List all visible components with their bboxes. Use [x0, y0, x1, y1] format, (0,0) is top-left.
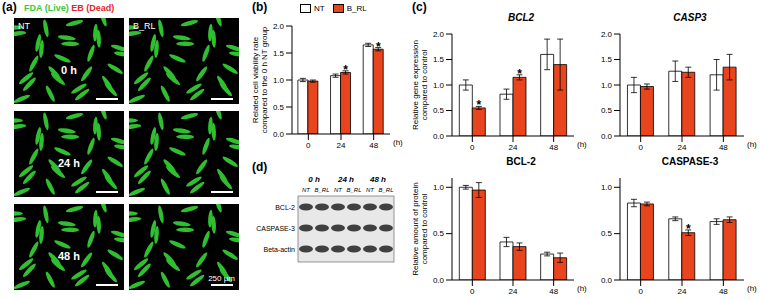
svg-text:0: 0 — [470, 143, 475, 152]
svg-text:24: 24 — [509, 287, 518, 296]
svg-text:48: 48 — [719, 287, 728, 296]
html-text:BCL2: BCL2 — [507, 12, 535, 23]
svg-text:0.5: 0.5 — [601, 229, 613, 238]
svg-text:0.5: 0.5 — [273, 103, 285, 112]
svg-text:*: * — [476, 98, 481, 112]
svg-text:0.5: 0.5 — [433, 229, 445, 238]
svg-text:1.0: 1.0 — [433, 81, 445, 90]
svg-text:0.0: 0.0 — [273, 130, 285, 139]
svg-text:0 h: 0 h — [61, 64, 77, 76]
svg-text:2.0: 2.0 — [433, 30, 445, 39]
svg-text:NT: NT — [18, 21, 30, 31]
svg-text:2.0: 2.0 — [601, 30, 613, 39]
svg-text:(h): (h) — [747, 140, 757, 149]
svg-text:0: 0 — [470, 287, 475, 296]
svg-text:1.5: 1.5 — [273, 49, 285, 58]
svg-text:0.0: 0.0 — [433, 276, 445, 285]
svg-text:1.0: 1.0 — [273, 76, 285, 85]
svg-text:B_RL: B_RL — [133, 21, 156, 31]
svg-text:0: 0 — [638, 287, 643, 296]
svg-text:0 h: 0 h — [308, 175, 320, 184]
svg-text:Related cell viability ratecom: Related cell viability ratecompared to t… — [251, 26, 269, 133]
svg-text:0.0: 0.0 — [601, 276, 613, 285]
svg-text:NT: NT — [334, 187, 343, 193]
svg-text:*: * — [517, 67, 522, 81]
html-text:(b): (b) — [252, 0, 268, 14]
html-text:CASP3: CASP3 — [673, 12, 707, 23]
html-text:NT: NT — [314, 4, 325, 13]
svg-text:(h): (h) — [393, 138, 403, 147]
html-text:CASPASE-3: CASPASE-3 — [661, 156, 719, 167]
svg-text:(h): (h) — [747, 284, 757, 293]
svg-text:B_RL: B_RL — [346, 187, 361, 193]
html-text:(d): (d) — [252, 160, 268, 174]
html-text:(a): (a) — [2, 0, 17, 14]
html-text:B_RL: B_RL — [346, 4, 367, 13]
svg-text:0.0: 0.0 — [433, 132, 445, 141]
svg-text:BCL-2: BCL-2 — [275, 204, 295, 211]
html-text:FDA (Live) EB (Dead): FDA (Live) EB (Dead) — [24, 3, 115, 13]
svg-text:*: * — [686, 222, 691, 236]
svg-text:24: 24 — [337, 141, 346, 150]
svg-text:0.5: 0.5 — [433, 106, 445, 115]
svg-text:Relative amount of proteincomp: Relative amount of proteincompared to co… — [411, 182, 429, 275]
svg-text:0.0: 0.0 — [601, 132, 613, 141]
svg-text:B_RL: B_RL — [378, 187, 393, 193]
svg-text:48 h: 48 h — [369, 175, 386, 184]
html-text:BCL-2: BCL-2 — [506, 156, 536, 167]
svg-text:*: * — [343, 63, 348, 77]
svg-text:1.5: 1.5 — [601, 55, 613, 64]
svg-text:NT: NT — [302, 187, 311, 193]
svg-text:1.0: 1.0 — [601, 81, 613, 90]
svg-text:24: 24 — [509, 143, 518, 152]
svg-text:2.0: 2.0 — [273, 22, 285, 31]
svg-text:250 µm: 250 µm — [208, 274, 235, 283]
svg-text:48: 48 — [549, 287, 558, 296]
svg-text:24: 24 — [678, 143, 687, 152]
svg-text:(h): (h) — [577, 284, 587, 293]
svg-text:1.5: 1.5 — [433, 55, 445, 64]
svg-text:Beta-actin: Beta-actin — [263, 246, 295, 253]
svg-text:48 h: 48 h — [58, 250, 80, 262]
svg-text:0: 0 — [306, 141, 311, 150]
svg-text:1.0: 1.0 — [433, 183, 445, 192]
svg-text:48: 48 — [719, 143, 728, 152]
svg-text:24: 24 — [678, 287, 687, 296]
svg-text:48: 48 — [369, 141, 378, 150]
svg-text:0.5: 0.5 — [601, 106, 613, 115]
svg-text:B_RL: B_RL — [314, 187, 329, 193]
svg-text:24 h: 24 h — [337, 175, 354, 184]
svg-text:0: 0 — [638, 143, 643, 152]
svg-text:*: * — [376, 40, 381, 54]
svg-text:48: 48 — [549, 143, 558, 152]
svg-text:24 h: 24 h — [58, 157, 80, 169]
html-text:(c): (c) — [412, 0, 427, 14]
svg-text:(h): (h) — [577, 140, 587, 149]
svg-text:Relative gene expressioncompar: Relative gene expressioncompared to cont… — [411, 40, 429, 130]
svg-text:CASPASE-3: CASPASE-3 — [256, 225, 295, 232]
svg-text:1.0: 1.0 — [601, 183, 613, 192]
svg-text:NT: NT — [366, 187, 375, 193]
